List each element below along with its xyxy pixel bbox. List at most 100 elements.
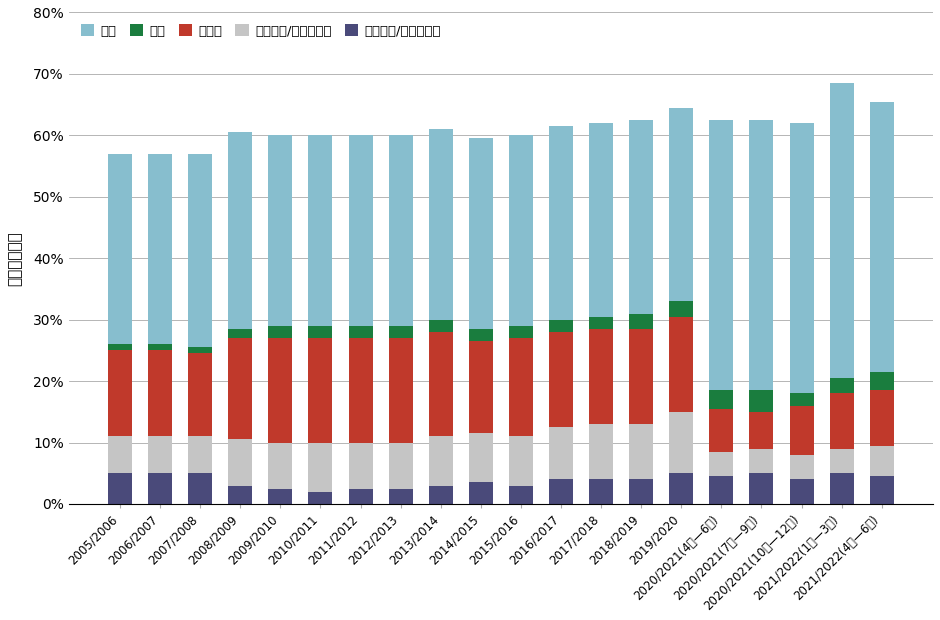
Bar: [669, 108, 694, 301]
Bar: [710, 391, 733, 409]
Bar: [870, 476, 894, 504]
Bar: [228, 329, 252, 338]
Bar: [589, 329, 613, 424]
Bar: [469, 341, 493, 433]
Bar: [870, 372, 894, 391]
Bar: [669, 317, 694, 412]
Bar: [108, 154, 132, 344]
Bar: [629, 314, 653, 329]
Bar: [268, 443, 292, 489]
Bar: [308, 135, 333, 326]
Y-axis label: 出行方式比例: 出行方式比例: [7, 231, 22, 286]
Bar: [108, 344, 132, 350]
Bar: [629, 120, 653, 314]
Bar: [349, 326, 372, 338]
Bar: [308, 338, 333, 443]
Bar: [188, 347, 212, 353]
Bar: [589, 123, 613, 317]
Bar: [388, 443, 413, 489]
Bar: [228, 338, 252, 440]
Bar: [148, 436, 172, 473]
Bar: [509, 436, 533, 485]
Bar: [108, 350, 132, 436]
Bar: [108, 436, 132, 473]
Bar: [228, 132, 252, 329]
Bar: [148, 350, 172, 436]
Bar: [749, 391, 774, 412]
Bar: [830, 393, 854, 449]
Bar: [228, 485, 252, 504]
Bar: [188, 154, 212, 347]
Bar: [429, 332, 453, 436]
Bar: [188, 353, 212, 436]
Bar: [509, 338, 533, 436]
Bar: [429, 129, 453, 320]
Bar: [870, 391, 894, 446]
Bar: [549, 479, 573, 504]
Bar: [790, 405, 814, 455]
Bar: [749, 473, 774, 504]
Bar: [388, 326, 413, 338]
Bar: [830, 449, 854, 473]
Bar: [388, 338, 413, 443]
Bar: [830, 473, 854, 504]
Bar: [710, 120, 733, 391]
Bar: [349, 338, 372, 443]
Bar: [589, 479, 613, 504]
Bar: [268, 489, 292, 504]
Bar: [549, 427, 573, 479]
Bar: [268, 338, 292, 443]
Bar: [629, 424, 653, 479]
Bar: [388, 135, 413, 326]
Bar: [469, 482, 493, 504]
Bar: [268, 326, 292, 338]
Bar: [710, 409, 733, 452]
Bar: [228, 440, 252, 485]
Bar: [148, 154, 172, 344]
Bar: [429, 485, 453, 504]
Bar: [349, 489, 372, 504]
Bar: [790, 123, 814, 393]
Bar: [710, 452, 733, 476]
Bar: [629, 479, 653, 504]
Bar: [589, 317, 613, 329]
Bar: [148, 344, 172, 350]
Bar: [308, 443, 333, 492]
Bar: [308, 492, 333, 504]
Bar: [469, 433, 493, 482]
Bar: [349, 135, 372, 326]
Legend: 步行, 骑行, 公交车, 伦敦地铁/码头区轻轨, 英国国铁/伦敦地上鐵: 步行, 骑行, 公交车, 伦敦地铁/码头区轻轨, 英国国铁/伦敦地上鐵: [75, 19, 446, 43]
Bar: [830, 378, 854, 393]
Bar: [148, 473, 172, 504]
Bar: [469, 329, 493, 341]
Bar: [509, 485, 533, 504]
Bar: [710, 476, 733, 504]
Bar: [830, 83, 854, 378]
Bar: [308, 326, 333, 338]
Bar: [589, 424, 613, 479]
Bar: [549, 126, 573, 320]
Bar: [188, 436, 212, 473]
Bar: [790, 479, 814, 504]
Bar: [790, 455, 814, 479]
Bar: [188, 473, 212, 504]
Bar: [629, 329, 653, 424]
Bar: [870, 446, 894, 476]
Bar: [429, 320, 453, 332]
Bar: [669, 412, 694, 473]
Bar: [549, 332, 573, 427]
Bar: [669, 301, 694, 317]
Bar: [749, 120, 774, 391]
Bar: [790, 393, 814, 405]
Bar: [349, 443, 372, 489]
Bar: [388, 489, 413, 504]
Bar: [469, 138, 493, 329]
Bar: [108, 473, 132, 504]
Bar: [549, 320, 573, 332]
Bar: [509, 326, 533, 338]
Bar: [749, 412, 774, 449]
Bar: [749, 449, 774, 473]
Bar: [268, 135, 292, 326]
Bar: [429, 436, 453, 485]
Bar: [669, 473, 694, 504]
